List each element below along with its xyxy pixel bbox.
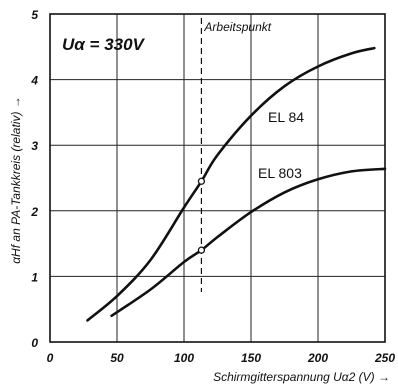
arbeitspunkt-label: Arbeitspunkt <box>203 20 271 34</box>
y-tick-label: 5 <box>31 8 38 22</box>
y-tick-label: 3 <box>31 139 38 153</box>
series-line-el803 <box>110 167 387 318</box>
x-tick-label: 100 <box>174 351 194 365</box>
x-tick-label: 250 <box>374 351 395 365</box>
x-tick-label: 0 <box>47 351 54 365</box>
marked-points <box>197 177 206 254</box>
y-tick-label: 1 <box>31 270 38 284</box>
series-line-el84 <box>86 46 376 322</box>
y-axis-label: αHf an PA-Tankkreis (relativ) → <box>9 96 23 264</box>
x-axis-label: Schirmgitterspannung Uα2 (V) → <box>213 370 390 384</box>
x-tick-labels: 0 50 100 150 200 250 <box>47 351 396 365</box>
x-tick-label: 150 <box>241 351 261 365</box>
series-lines <box>86 46 387 322</box>
marked-point <box>197 246 206 254</box>
condition-label: Uα = 330V <box>62 35 146 54</box>
y-tick-label: 0 <box>31 336 38 350</box>
y-tick-label: 4 <box>30 74 38 88</box>
marked-point <box>197 177 206 185</box>
series-label-el803: EL 803 <box>258 165 302 181</box>
grid <box>50 14 385 342</box>
y-tick-label: 2 <box>30 205 38 219</box>
plot-frame <box>49 13 386 343</box>
x-tick-label: 50 <box>110 351 124 365</box>
y-tick-labels: 0 1 2 3 4 5 <box>30 8 38 350</box>
series-label-el84: EL 84 <box>268 109 304 125</box>
x-tick-label: 200 <box>307 351 328 365</box>
